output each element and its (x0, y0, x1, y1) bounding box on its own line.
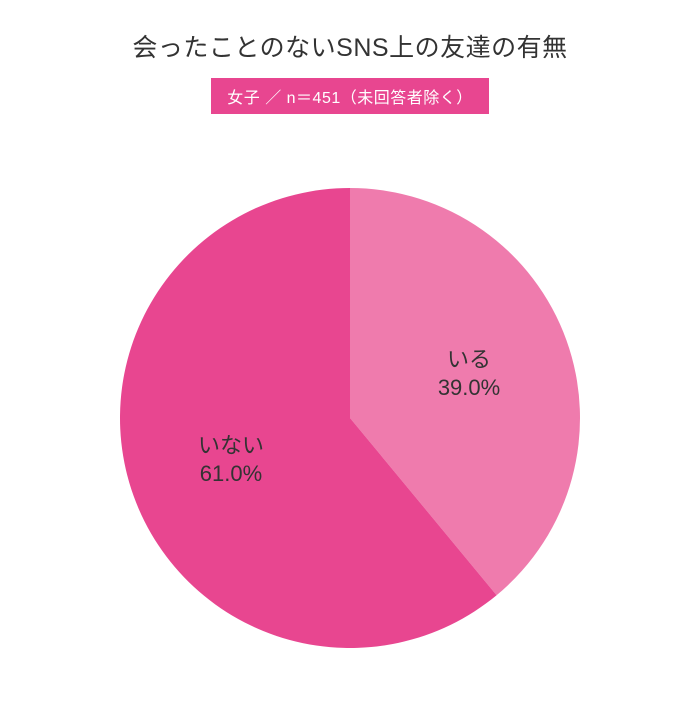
slice-value-0: 39.0% (438, 375, 500, 400)
chart-container: 会ったことのないSNS上の友達の有無 女子 ／ n＝451（未回答者除く） いる… (0, 0, 700, 718)
chart-subtitle: 女子 ／ n＝451（未回答者除く） (211, 78, 489, 114)
slice-label-0: いる (447, 347, 491, 372)
pie-chart: いる 39.0% いない 61.0% (0, 158, 700, 678)
subtitle-wrap: 女子 ／ n＝451（未回答者除く） (0, 78, 700, 114)
pie-chart-wrap: いる 39.0% いない 61.0% (0, 158, 700, 678)
slice-value-1: 61.0% (200, 461, 262, 486)
slice-label-1: いない (198, 433, 264, 458)
chart-title: 会ったことのないSNS上の友達の有無 (0, 0, 700, 64)
